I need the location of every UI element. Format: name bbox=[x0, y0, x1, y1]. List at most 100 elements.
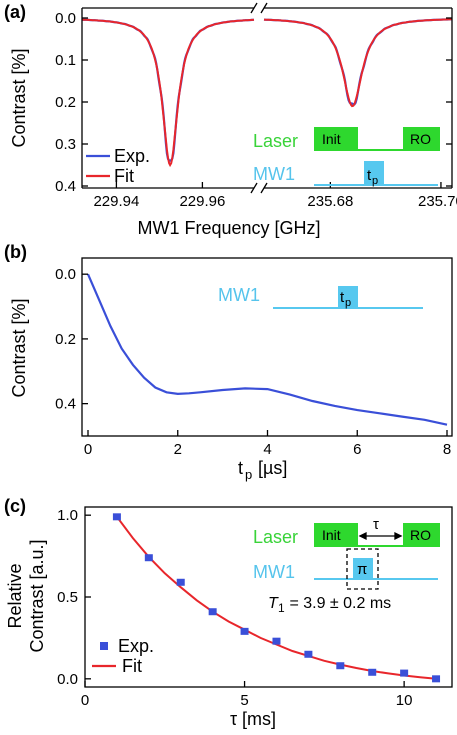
inset-c-pi-label: π bbox=[357, 561, 367, 578]
inset-b-mw-pulse bbox=[338, 286, 358, 308]
fit-curve-seg1 bbox=[82, 18, 255, 168]
panel-c-ylabel-line2: Contrast [a.u.] bbox=[27, 539, 47, 652]
y-tick-label: 1.0 bbox=[57, 507, 78, 524]
panel-c-ticks: 0.0 0.5 1.0 0 5 10 bbox=[57, 507, 412, 709]
panel-b-curves bbox=[86, 273, 448, 426]
fit-curve-seg2 bbox=[263, 18, 452, 108]
panel-c-legend: Exp. Fit bbox=[92, 636, 154, 676]
x-tick-label: 229.96 bbox=[179, 193, 225, 210]
contrast-curve bbox=[86, 273, 448, 426]
data-point bbox=[432, 675, 441, 683]
legend-fit-label: Fit bbox=[114, 166, 134, 186]
inset-c-ro-label: RO bbox=[410, 527, 431, 543]
panel-c-label: (c) bbox=[4, 496, 26, 516]
x-tick-label: 229.94 bbox=[93, 193, 139, 210]
panel-a-frame bbox=[81, 7, 453, 189]
inset-c-pi-block bbox=[353, 558, 373, 579]
y-tick-label: 0.4 bbox=[55, 178, 76, 195]
data-point bbox=[304, 650, 313, 658]
panel-c-xlabel: τ [ms] bbox=[230, 709, 276, 729]
tau-arrow bbox=[358, 531, 403, 541]
legend-exp-label: Exp. bbox=[114, 146, 150, 166]
y-tick-label: 0.3 bbox=[55, 136, 76, 153]
panel-b-frame bbox=[81, 257, 453, 437]
panel-c-curves bbox=[112, 513, 441, 683]
panel-b-xlabel-unit: [µs] bbox=[253, 458, 287, 478]
legend-c-exp-marker bbox=[100, 642, 108, 650]
data-point bbox=[208, 608, 217, 616]
panel-b-xlabel: t p [µs] bbox=[238, 458, 287, 482]
panel-a-ylabel: Contrast [%] bbox=[9, 48, 29, 147]
data-point bbox=[400, 669, 409, 677]
panel-a-curves bbox=[81, 18, 452, 168]
y-tick-label: 0.0 bbox=[57, 671, 78, 688]
x-tick-label: 4 bbox=[263, 441, 271, 458]
panel-b-ticks: 0.0 0.2 0.4 0 2 4 6 8 bbox=[55, 266, 451, 458]
mw-pulse-label-sub: p bbox=[372, 175, 378, 187]
inset-b-pulse-main: t bbox=[340, 289, 345, 306]
t1-label-sub: 1 bbox=[278, 601, 285, 615]
ro-pulse-block bbox=[403, 127, 440, 151]
y-tick-label: 0.0 bbox=[55, 10, 76, 27]
panel-a-label: (a) bbox=[4, 2, 26, 22]
panel-b-ylabel: Contrast [%] bbox=[9, 298, 29, 397]
exp-curve-seg1 bbox=[81, 18, 254, 162]
data-point bbox=[272, 637, 281, 645]
panel-b-xlabel-main: t bbox=[238, 458, 243, 478]
inset-c-mw-label: MW1 bbox=[253, 562, 295, 582]
y-tick-label: 0.4 bbox=[55, 396, 76, 413]
inset-c-laser-label: Laser bbox=[253, 527, 298, 547]
inset-b-mw-label: MW1 bbox=[218, 285, 260, 305]
ro-pulse-label: RO bbox=[410, 131, 431, 147]
x-tick-label: 2 bbox=[174, 441, 182, 458]
init-pulse-label: Init bbox=[322, 131, 341, 147]
panel-c: (c) 0.0 0.5 1.0 0 5 10 τ [ms] Relative Contra… bbox=[4, 496, 453, 729]
x-tick-label: 235.70 bbox=[418, 193, 457, 210]
panel-a-xlabel: MW1 Frequency [GHz] bbox=[137, 218, 320, 238]
data-point bbox=[144, 554, 153, 562]
inset-mw-label: MW1 bbox=[253, 164, 295, 184]
x-tick-label: 0 bbox=[81, 692, 89, 709]
panel-a-ticks: 0.0 0.1 0.2 0.3 0.4 229.94 229.96 235.68 235.70 bbox=[55, 10, 457, 210]
panel-b-pulse-inset: MW1 t p bbox=[218, 285, 423, 309]
inset-c-tau-label: τ bbox=[373, 516, 379, 533]
panel-c-ylabel: Relative Contrast [a.u.] bbox=[5, 539, 47, 652]
panel-a-pulse-inset: Laser Init RO MW1 t p bbox=[253, 127, 440, 187]
panel-c-pulse-inset: Laser Init RO τ MW1 π T 1 = 3.9 ± 0.2 ms bbox=[253, 516, 440, 615]
legend-c-fit-label: Fit bbox=[122, 656, 142, 676]
inset-c-dashed-box bbox=[346, 548, 379, 590]
panel-b-label: (b) bbox=[4, 242, 27, 262]
inset-laser-label: Laser bbox=[253, 131, 298, 151]
axis-break-marks bbox=[250, 2, 268, 194]
panel-a-legend: Exp. Fit bbox=[86, 146, 150, 186]
x-tick-label: 8 bbox=[443, 441, 451, 458]
x-tick-label: 6 bbox=[353, 441, 361, 458]
t1-label-main: T bbox=[268, 595, 279, 612]
mw-pulse-label-main: t bbox=[367, 167, 372, 184]
t1-value: = 3.9 ± 0.2 ms bbox=[285, 595, 391, 612]
x-tick-label: 10 bbox=[396, 692, 413, 709]
inset-c-ro-block bbox=[403, 523, 440, 547]
x-tick-label: 5 bbox=[240, 692, 248, 709]
legend-c-exp-label: Exp. bbox=[118, 636, 154, 656]
panel-a: (a) 0.0 0.1 0.2 0.3 0.4 229.94 229.96 235.68 235… bbox=[4, 2, 457, 238]
mw-pulse-block bbox=[364, 161, 384, 185]
panel-b: (b) 0.0 0.2 0.4 0 2 4 6 8 t p [µs] Contrast [%]… bbox=[4, 242, 453, 482]
data-point bbox=[336, 662, 345, 670]
y-tick-label: 0.0 bbox=[55, 266, 76, 283]
x-tick-label: 235.68 bbox=[307, 193, 353, 210]
y-tick-label: 0.2 bbox=[55, 94, 76, 111]
y-tick-label: 0.2 bbox=[55, 331, 76, 348]
data-point bbox=[240, 627, 249, 635]
y-tick-label: 0.5 bbox=[57, 589, 78, 606]
data-point bbox=[368, 668, 377, 676]
data-point bbox=[112, 513, 121, 521]
inset-c-init-block bbox=[314, 523, 358, 547]
panel-b-xlabel-sub: p bbox=[245, 467, 252, 482]
inset-c-init-label: Init bbox=[322, 527, 341, 543]
inset-b-pulse-sub: p bbox=[345, 297, 351, 309]
panel-c-ylabel-line1: Relative bbox=[5, 563, 25, 628]
x-tick-label: 0 bbox=[84, 441, 92, 458]
data-point bbox=[176, 578, 185, 586]
